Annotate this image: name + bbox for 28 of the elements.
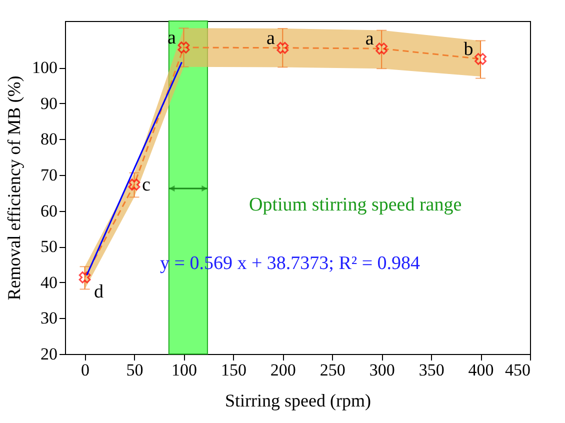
annotation: b xyxy=(464,38,474,60)
x-tick-label: 0 xyxy=(81,360,90,380)
annotation: a xyxy=(168,27,177,48)
y-tick-label: 60 xyxy=(40,201,58,220)
y-tick-label: 100 xyxy=(32,58,58,78)
x-tick-label: 250 xyxy=(320,360,346,380)
x-axis-title: Stirring speed (rpm) xyxy=(225,390,371,410)
y-tick-label: 50 xyxy=(40,237,58,256)
y-tick-label: 70 xyxy=(40,165,58,184)
x-tick-label: 200 xyxy=(270,360,296,380)
x-tick-label: 150 xyxy=(220,360,246,380)
x-tick-label: 100 xyxy=(171,360,197,380)
x-tick-label: 400 xyxy=(468,360,494,380)
x-tick-label: 350 xyxy=(418,360,444,380)
annotation: c xyxy=(142,174,150,196)
x-tick-label: 300 xyxy=(369,360,395,380)
x-tick-label: 50 xyxy=(126,360,144,380)
y-tick-label: 20 xyxy=(40,344,58,364)
band-label: Optium stirring speed range xyxy=(249,194,462,216)
x-tick-label: 450 xyxy=(505,360,530,380)
y-tick-label: 40 xyxy=(40,272,58,292)
annotation: a xyxy=(266,28,276,49)
annotation: d xyxy=(94,281,104,302)
annotation: a xyxy=(365,28,374,50)
y-tick-label: 90 xyxy=(40,94,58,113)
y-axis-title: Removal efficiency of MB (%) xyxy=(4,76,24,300)
y-tick-label: 80 xyxy=(40,130,58,149)
y-tick-label: 30 xyxy=(40,308,58,328)
